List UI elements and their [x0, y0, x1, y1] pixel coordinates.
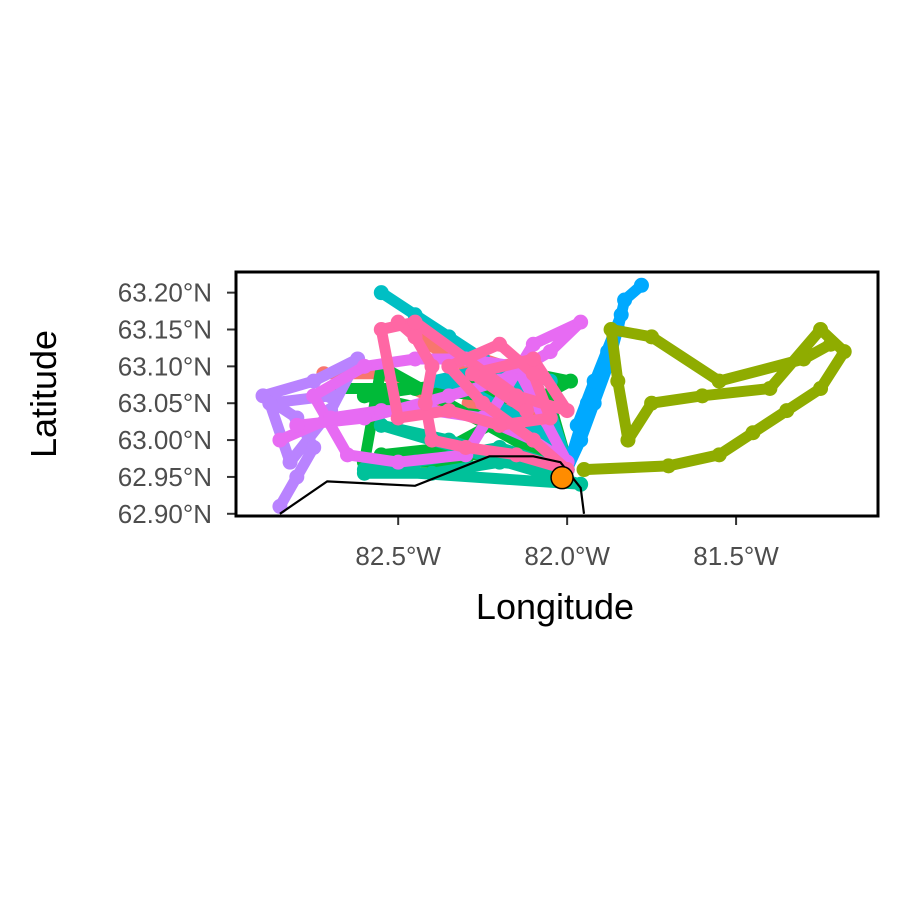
y-tick-label: 62.90°N — [118, 499, 212, 529]
coastline — [279, 455, 586, 515]
x-tick-label: 82.5°W — [355, 541, 441, 571]
y-tick-label: 63.05°N — [118, 388, 212, 418]
site-layer — [550, 465, 574, 490]
track-point — [289, 469, 305, 485]
x-axis-title: Longitude — [476, 586, 634, 627]
track-point — [542, 410, 558, 426]
track-point — [796, 351, 812, 367]
track-point — [620, 432, 636, 448]
y-axis: 63.20°N 63.15°N 63.10°N 63.05°N 63.00°N 62.95… — [118, 278, 235, 529]
tracks-layer — [255, 277, 852, 514]
track-point — [573, 432, 589, 448]
track-point — [492, 336, 508, 352]
track-point — [525, 351, 541, 367]
track-point — [573, 476, 589, 492]
track-point — [356, 358, 372, 374]
track-point — [569, 417, 585, 433]
y-tick-label: 63.20°N — [118, 278, 212, 308]
track-point — [262, 395, 278, 411]
track-point — [542, 344, 558, 360]
plot-panel-border — [234, 270, 880, 518]
track-point — [745, 425, 761, 441]
track-point — [390, 410, 406, 426]
y-tick-label: 63.15°N — [118, 314, 212, 344]
track-point — [813, 321, 829, 337]
track-point — [356, 388, 372, 404]
track-point — [424, 358, 440, 374]
track-point — [613, 307, 629, 323]
track-point — [373, 285, 389, 301]
track-point — [373, 321, 389, 337]
animal-track-6 — [576, 321, 852, 478]
track-point — [282, 454, 298, 470]
x-tick-label: 82.0°W — [524, 541, 610, 571]
track-point — [306, 373, 322, 389]
y-tick-label: 63.10°N — [118, 351, 212, 381]
track-point — [694, 388, 710, 404]
track-point — [373, 403, 389, 419]
track-point — [576, 462, 592, 478]
track-point — [441, 358, 457, 374]
track-point — [661, 458, 677, 474]
track-point — [424, 432, 440, 448]
track-point — [586, 373, 602, 389]
y-tick-label: 63.00°N — [118, 425, 212, 455]
track-point — [525, 366, 541, 382]
track-point — [465, 366, 481, 382]
track-point — [356, 462, 372, 478]
track-point — [492, 417, 508, 433]
track-point — [417, 395, 433, 411]
track-point — [407, 329, 423, 345]
track-point — [390, 314, 406, 330]
track-point — [617, 292, 633, 308]
track-point — [407, 380, 423, 396]
track-point — [579, 395, 595, 411]
track-point — [508, 447, 524, 463]
track-point — [441, 388, 457, 404]
track-point — [813, 380, 829, 396]
track-point — [779, 403, 795, 419]
tagging-site-marker — [550, 465, 574, 490]
track-point — [762, 380, 778, 396]
track-point — [603, 321, 619, 337]
y-axis-title: Latitude — [23, 330, 64, 458]
track-point — [356, 410, 372, 426]
track-point — [525, 432, 541, 448]
track-point — [711, 447, 727, 463]
track-point — [563, 373, 579, 389]
x-tick-label: 81.5°W — [693, 541, 779, 571]
track-point — [644, 329, 660, 345]
coastline-layer — [279, 455, 586, 515]
track-point — [390, 454, 406, 470]
track-point — [306, 439, 322, 455]
track-point — [272, 498, 288, 514]
track-point — [458, 439, 474, 455]
x-axis: 82.5°W 82.0°W 81.5°W — [355, 517, 779, 571]
track-point — [823, 336, 839, 352]
y-tick-label: 62.95°N — [118, 462, 212, 492]
track-point — [711, 373, 727, 389]
track-point — [340, 447, 356, 463]
track-point — [508, 388, 524, 404]
track-point — [306, 388, 322, 404]
track-point — [644, 395, 660, 411]
track-point — [610, 373, 626, 389]
track-point — [525, 336, 541, 352]
track-point — [475, 395, 491, 411]
track-point — [441, 403, 457, 419]
track-point — [519, 403, 535, 419]
track-point — [289, 417, 305, 433]
track-point — [407, 351, 423, 367]
track-point — [373, 417, 389, 433]
track-point — [407, 314, 423, 330]
track-point — [492, 454, 508, 470]
track-point — [323, 410, 339, 426]
track-point — [573, 314, 589, 330]
track-point — [559, 403, 575, 419]
track-point — [272, 432, 288, 448]
track-point — [836, 344, 852, 360]
track-point — [633, 277, 649, 293]
